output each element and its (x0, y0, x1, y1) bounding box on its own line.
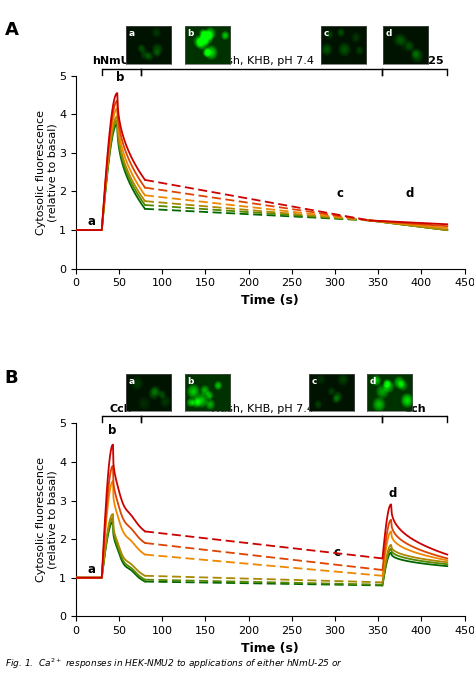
Text: Fig. 1.  Ca$^{2+}$ responses in HEK-NMU2 to applications of either hNmU-25 or: Fig. 1. Ca$^{2+}$ responses in HEK-NMU2 … (5, 656, 343, 671)
Text: d: d (370, 377, 376, 386)
Text: a: a (88, 215, 96, 228)
X-axis label: Time (s): Time (s) (241, 294, 299, 307)
Text: d: d (406, 187, 414, 200)
Text: b: b (187, 29, 194, 38)
Text: hNmU-25: hNmU-25 (386, 57, 444, 67)
Text: a: a (88, 563, 96, 576)
Text: b: b (187, 377, 194, 386)
Text: c: c (337, 187, 344, 200)
Text: a: a (129, 377, 135, 386)
Text: Wash, KHB, pH 7.4: Wash, KHB, pH 7.4 (210, 57, 313, 67)
Text: c: c (323, 29, 329, 38)
Text: b: b (116, 72, 124, 84)
Y-axis label: Cytosolic fluorescence
(relative to basal): Cytosolic fluorescence (relative to basa… (36, 110, 58, 235)
Text: A: A (5, 21, 18, 39)
Text: Wash, KHB, pH 7.4: Wash, KHB, pH 7.4 (210, 404, 313, 414)
Text: c: c (333, 546, 340, 560)
X-axis label: Time (s): Time (s) (241, 642, 299, 654)
Text: Cch: Cch (110, 404, 133, 414)
Text: B: B (5, 369, 18, 387)
Text: d: d (386, 29, 392, 38)
Text: Cch: Cch (403, 404, 426, 414)
Text: c: c (312, 377, 317, 386)
Text: hNmU-25: hNmU-25 (92, 57, 150, 67)
Text: d: d (389, 487, 397, 500)
Text: b: b (108, 424, 116, 437)
Text: a: a (129, 29, 135, 38)
Y-axis label: Cytosolic fluorescence
(relative to basal): Cytosolic fluorescence (relative to basa… (36, 458, 58, 582)
